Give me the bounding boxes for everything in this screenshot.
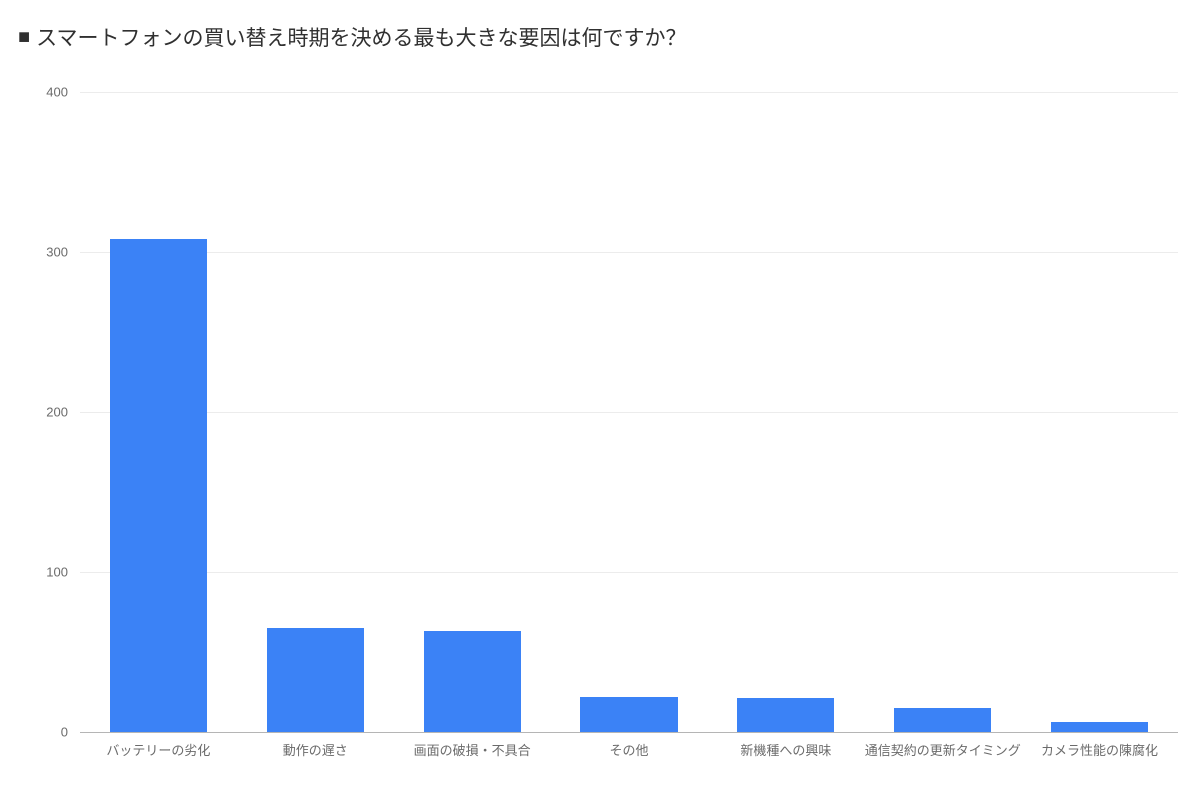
x-axis-tick: 画面の破損・不具合 (414, 740, 531, 759)
y-axis-tick: 300 (18, 245, 68, 260)
bar (424, 631, 521, 732)
x-axis-tick: 新機種への興味 (740, 740, 831, 759)
gridline (80, 572, 1178, 573)
gridline (80, 252, 1178, 253)
plot-area (80, 92, 1178, 732)
bar (110, 239, 207, 732)
bar (580, 697, 677, 732)
chart-container: ■ スマートフォンの買い替え時期を決める最も大きな要因は何ですか？ 0 100 20… (0, 0, 1200, 795)
title-marker-icon: ■ (18, 26, 30, 49)
bar (894, 708, 991, 732)
x-axis-tick: 動作の遅さ (283, 740, 348, 759)
y-axis-tick: 100 (18, 565, 68, 580)
bar (737, 698, 834, 732)
gridline (80, 412, 1178, 413)
y-axis-tick: 400 (18, 85, 68, 100)
bar (1051, 722, 1148, 732)
bar-chart (80, 92, 1178, 732)
y-axis-tick: 200 (18, 405, 68, 420)
gridline (80, 92, 1178, 93)
bar (267, 628, 364, 732)
x-axis-tick: カメラ性能の陳腐化 (1041, 740, 1158, 759)
x-axis-tick: 通信契約の更新タイミング (865, 740, 1021, 759)
chart-title: スマートフォンの買い替え時期を決める最も大きな要因は何ですか？ (36, 22, 686, 52)
x-axis-tick: その他 (609, 740, 648, 759)
y-axis-tick: 0 (18, 725, 68, 740)
chart-title-row: ■ スマートフォンの買い替え時期を決める最も大きな要因は何ですか？ (18, 22, 686, 52)
axis-baseline (80, 732, 1178, 733)
x-axis-tick: バッテリーの劣化 (106, 740, 210, 759)
